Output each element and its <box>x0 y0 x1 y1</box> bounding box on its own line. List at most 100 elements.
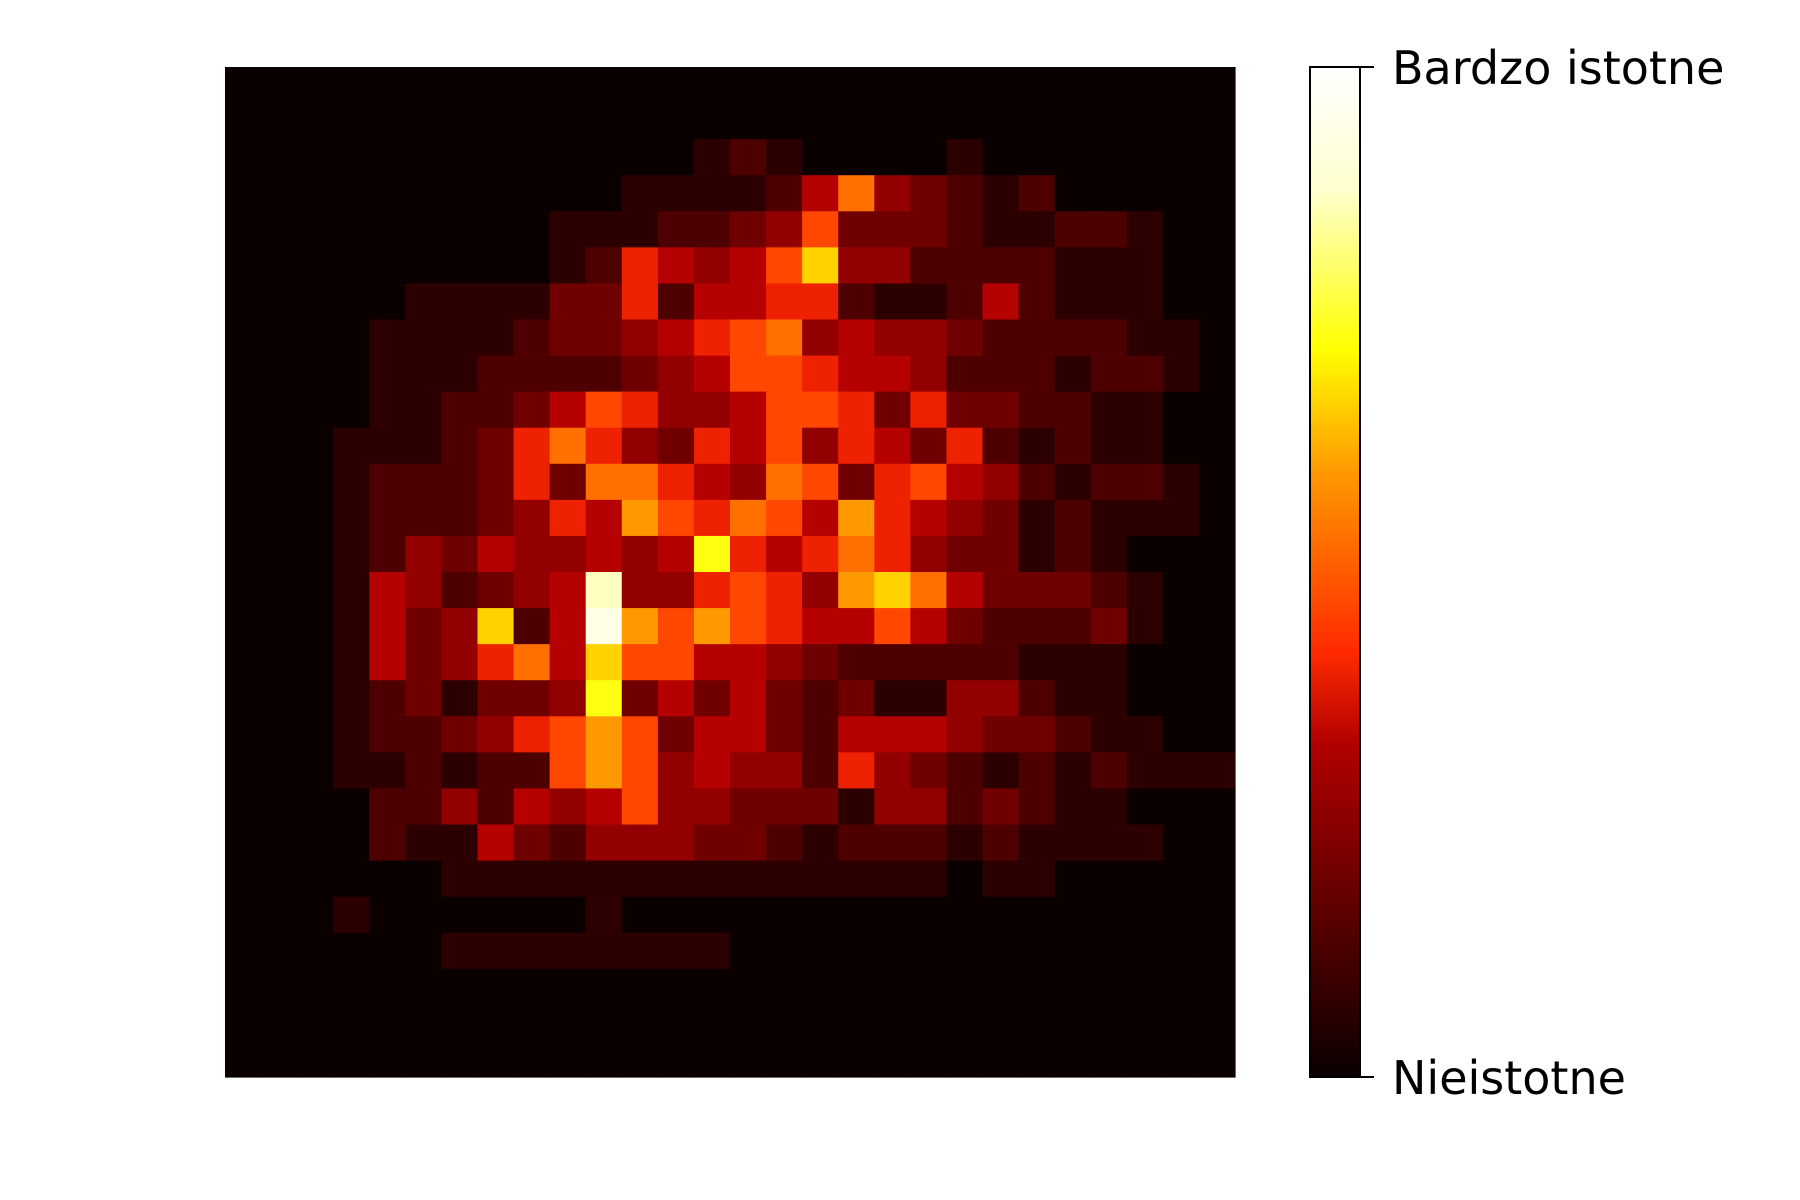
heatmap-cell <box>657 680 695 717</box>
heatmap-cell <box>225 67 262 104</box>
heatmap-cell <box>1162 103 1200 140</box>
heatmap-cell <box>766 319 803 357</box>
heatmap-cell <box>405 752 443 790</box>
heatmap-cell <box>1054 103 1092 140</box>
heatmap-cell <box>657 175 695 212</box>
heatmap-cell <box>297 680 334 717</box>
heatmap-cell <box>513 968 551 1006</box>
heatmap-cell <box>333 67 370 104</box>
heatmap-cell <box>910 1040 948 1078</box>
heatmap-cell <box>874 427 911 465</box>
heatmap-cell <box>802 752 839 790</box>
heatmap-cell <box>982 824 1020 862</box>
heatmap-cell <box>1018 788 1056 826</box>
heatmap-cell <box>1162 283 1200 321</box>
heatmap-cell <box>874 1004 911 1042</box>
heatmap-cell <box>730 463 767 501</box>
heatmap-cell <box>946 932 984 970</box>
heatmap-cell <box>477 535 515 573</box>
heatmap-cell <box>910 175 948 212</box>
heatmap-cell <box>297 463 334 501</box>
heatmap-cell <box>297 391 334 429</box>
heatmap-cell <box>225 1004 262 1042</box>
heatmap-cell <box>513 103 551 140</box>
heatmap-cell <box>657 1040 695 1078</box>
heatmap-cell <box>225 355 262 393</box>
heatmap-cell <box>513 680 551 717</box>
heatmap-cell <box>225 788 262 826</box>
heatmap-cell <box>730 175 767 212</box>
heatmap-cell <box>225 644 262 681</box>
heatmap-cell <box>333 644 370 681</box>
heatmap-cell <box>1018 824 1056 862</box>
heatmap-cell <box>477 499 515 537</box>
heatmap-cell <box>874 67 911 104</box>
heatmap-cell <box>1090 680 1128 717</box>
heatmap-cell <box>982 572 1020 609</box>
heatmap-cell <box>441 67 479 104</box>
heatmap-cell <box>333 391 370 429</box>
heatmap-cell <box>621 67 659 104</box>
heatmap-cell <box>910 463 948 501</box>
heatmap-cell <box>477 896 515 934</box>
heatmap-cell <box>766 680 803 717</box>
heatmap-cell <box>766 608 803 645</box>
heatmap-cell <box>585 283 623 321</box>
heatmap-cell <box>477 608 515 645</box>
heatmap-cell <box>405 283 443 321</box>
heatmap-cell <box>1090 391 1128 429</box>
heatmap-cell <box>513 463 551 501</box>
heatmap-cell <box>982 608 1020 645</box>
heatmap-cell <box>513 896 551 934</box>
heatmap-cell <box>838 319 875 357</box>
heatmap-cell <box>369 139 406 176</box>
heatmap-cell <box>441 1040 479 1078</box>
heatmap-cell <box>730 932 767 970</box>
heatmap-cell <box>982 1004 1020 1042</box>
heatmap-cell <box>910 788 948 826</box>
heatmap-cell <box>982 175 1020 212</box>
heatmap-cell <box>1090 427 1128 465</box>
heatmap-cell <box>1126 608 1164 645</box>
heatmap-cell <box>730 427 767 465</box>
heatmap-cell <box>766 644 803 681</box>
heatmap-cell <box>657 499 695 537</box>
heatmap-cell <box>405 211 443 248</box>
heatmap-cell <box>657 968 695 1006</box>
heatmap-cell <box>982 355 1020 393</box>
heatmap-cell <box>693 283 731 321</box>
heatmap-cell <box>585 175 623 212</box>
heatmap-cell <box>585 896 623 934</box>
heatmap-cell <box>297 535 334 573</box>
heatmap-cell <box>1126 499 1164 537</box>
heatmap-cell <box>369 319 406 357</box>
heatmap-cell <box>405 716 443 753</box>
heatmap-cell <box>802 644 839 681</box>
heatmap-cell <box>1126 67 1164 104</box>
heatmap-cell <box>1126 896 1164 934</box>
heatmap-cell <box>333 319 370 357</box>
heatmap-cell <box>1018 860 1056 898</box>
heatmap-cell <box>261 355 298 393</box>
heatmap-cell <box>1018 716 1056 753</box>
heatmap-cell <box>297 319 334 357</box>
heatmap-cell <box>874 175 911 212</box>
heatmap-cell <box>369 211 406 248</box>
heatmap-cell <box>333 211 370 248</box>
heatmap-cell <box>585 427 623 465</box>
heatmap-cell <box>1162 355 1200 393</box>
heatmap-cell <box>585 968 623 1006</box>
heatmap-cell <box>838 608 875 645</box>
heatmap-cell <box>982 968 1020 1006</box>
heatmap-cell <box>1126 1004 1164 1042</box>
heatmap-cell <box>1090 499 1128 537</box>
heatmap-cell <box>333 427 370 465</box>
heatmap-cell <box>802 211 839 248</box>
heatmap-cell <box>513 283 551 321</box>
heatmap-cell <box>1198 896 1236 934</box>
heatmap-cell <box>946 211 984 248</box>
heatmap-cell <box>1126 824 1164 862</box>
heatmap-cell <box>297 788 334 826</box>
heatmap-cell <box>441 1004 479 1042</box>
heatmap-cell <box>1054 1004 1092 1042</box>
